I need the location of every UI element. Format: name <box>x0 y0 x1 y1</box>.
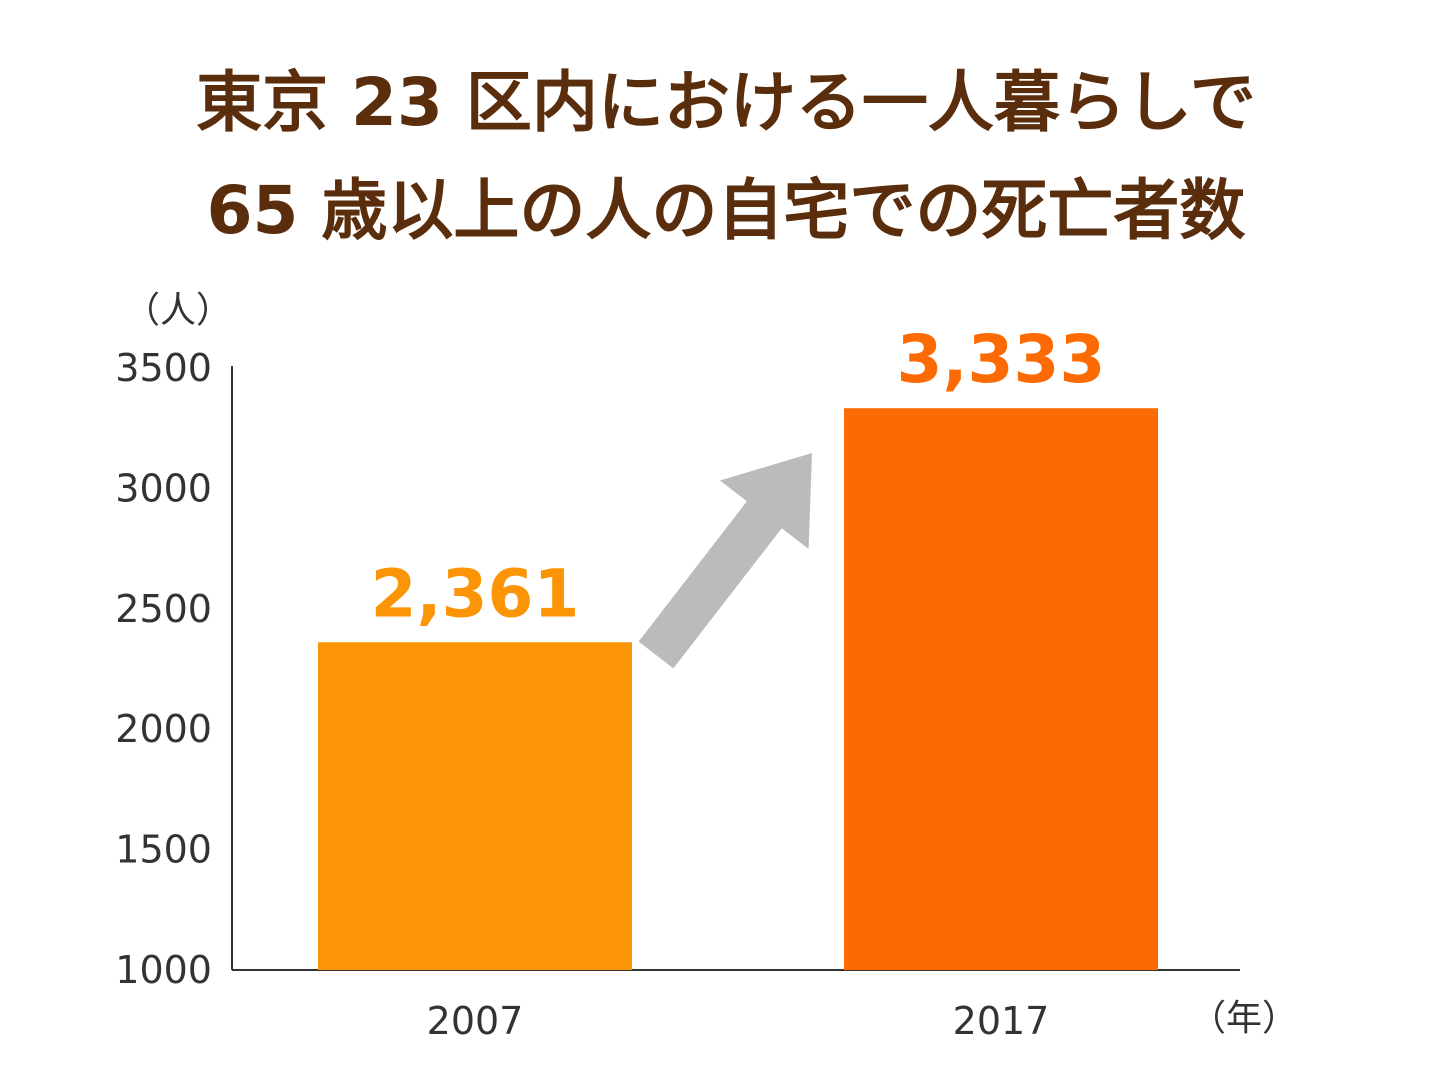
y-tick-label: 1500 <box>115 828 212 872</box>
y-axis-unit-label: （人） <box>124 290 232 331</box>
data-label: 3,333 <box>897 321 1106 398</box>
y-tick-label: 2000 <box>115 707 212 751</box>
y-tick-label: 2500 <box>115 587 212 631</box>
y-tick-label: 1000 <box>115 948 212 992</box>
y-tick-label: 3000 <box>115 466 212 510</box>
x-axis-unit-label: （年） <box>1190 998 1298 1039</box>
bar-2007 <box>318 642 632 970</box>
upward-arrow-icon <box>638 453 812 669</box>
chart-title-line-2: 65 歳以上の人の自宅での死亡者数 <box>206 172 1246 249</box>
chart-title-line-1: 東京 23 区内における一人暮らしで <box>196 64 1256 141</box>
data-label: 2,361 <box>371 555 580 632</box>
bar-2017 <box>844 408 1158 970</box>
y-tick-label: 3500 <box>115 346 212 390</box>
x-tick-label: 2017 <box>953 999 1050 1043</box>
x-tick-label: 2007 <box>427 999 524 1043</box>
